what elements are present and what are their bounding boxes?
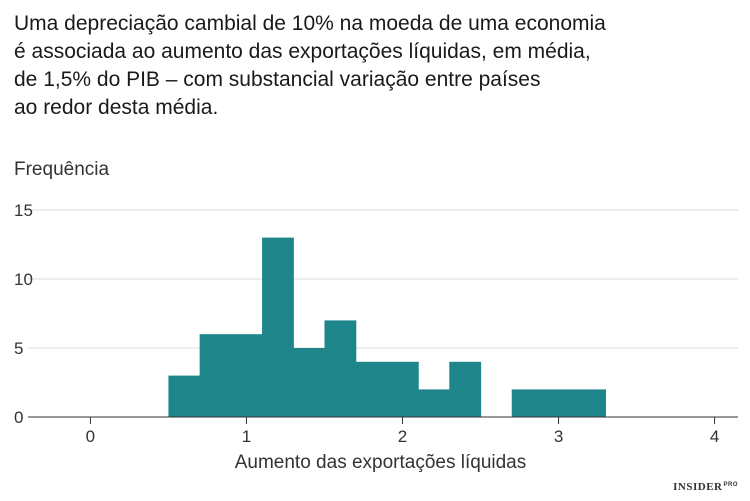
x-tick-label-3: 3 <box>554 427 563 446</box>
title-line-1: Uma depreciação cambial de 10% na moeda … <box>14 12 606 35</box>
axes <box>28 416 738 424</box>
y-axis-label: Frequência <box>14 159 110 180</box>
bar-3 <box>262 237 294 417</box>
brand-logo: INSIDERPRO <box>673 481 738 493</box>
y-tick-label-0: 0 <box>14 408 23 427</box>
bar-13 <box>574 389 606 417</box>
chart-title: Uma depreciação cambial de 10% na moeda … <box>14 10 734 122</box>
bar-4 <box>293 348 326 417</box>
bar-0 <box>168 375 201 417</box>
bar-2 <box>230 334 263 417</box>
x-tick-labels: 0 1 2 3 4 <box>86 427 720 446</box>
bar-12 <box>542 389 575 417</box>
title-line-3: de 1,5% do PIB – com substancial variaçã… <box>14 68 541 91</box>
bar-6 <box>355 361 388 417</box>
title-line-4: ao redor desta média. <box>14 96 219 119</box>
x-axis-label: Aumento das exportações líquidas <box>235 452 527 473</box>
x-tick-label-0: 0 <box>86 427 95 446</box>
bar-8 <box>418 389 450 417</box>
gridlines <box>28 209 738 349</box>
bar-1 <box>199 334 232 417</box>
y-tick-label-5: 5 <box>14 339 23 358</box>
bar-11 <box>511 389 544 417</box>
bar-9 <box>449 361 482 417</box>
title-line-2: é associada ao aumento das exportações l… <box>14 40 591 63</box>
histogram-bars <box>168 237 606 417</box>
x-tick-label-1: 1 <box>242 427 251 446</box>
brand-suffix: PRO <box>723 482 738 488</box>
y-tick-labels: 0 5 10 15 <box>14 201 33 427</box>
y-tick-label-10: 10 <box>14 270 33 289</box>
y-tick-label-15: 15 <box>14 201 33 220</box>
x-tick-label-4: 4 <box>710 427 719 446</box>
bar-7 <box>386 361 419 417</box>
brand-name: INSIDER <box>673 481 723 493</box>
bar-5 <box>324 320 357 417</box>
x-tick-label-2: 2 <box>398 427 407 446</box>
